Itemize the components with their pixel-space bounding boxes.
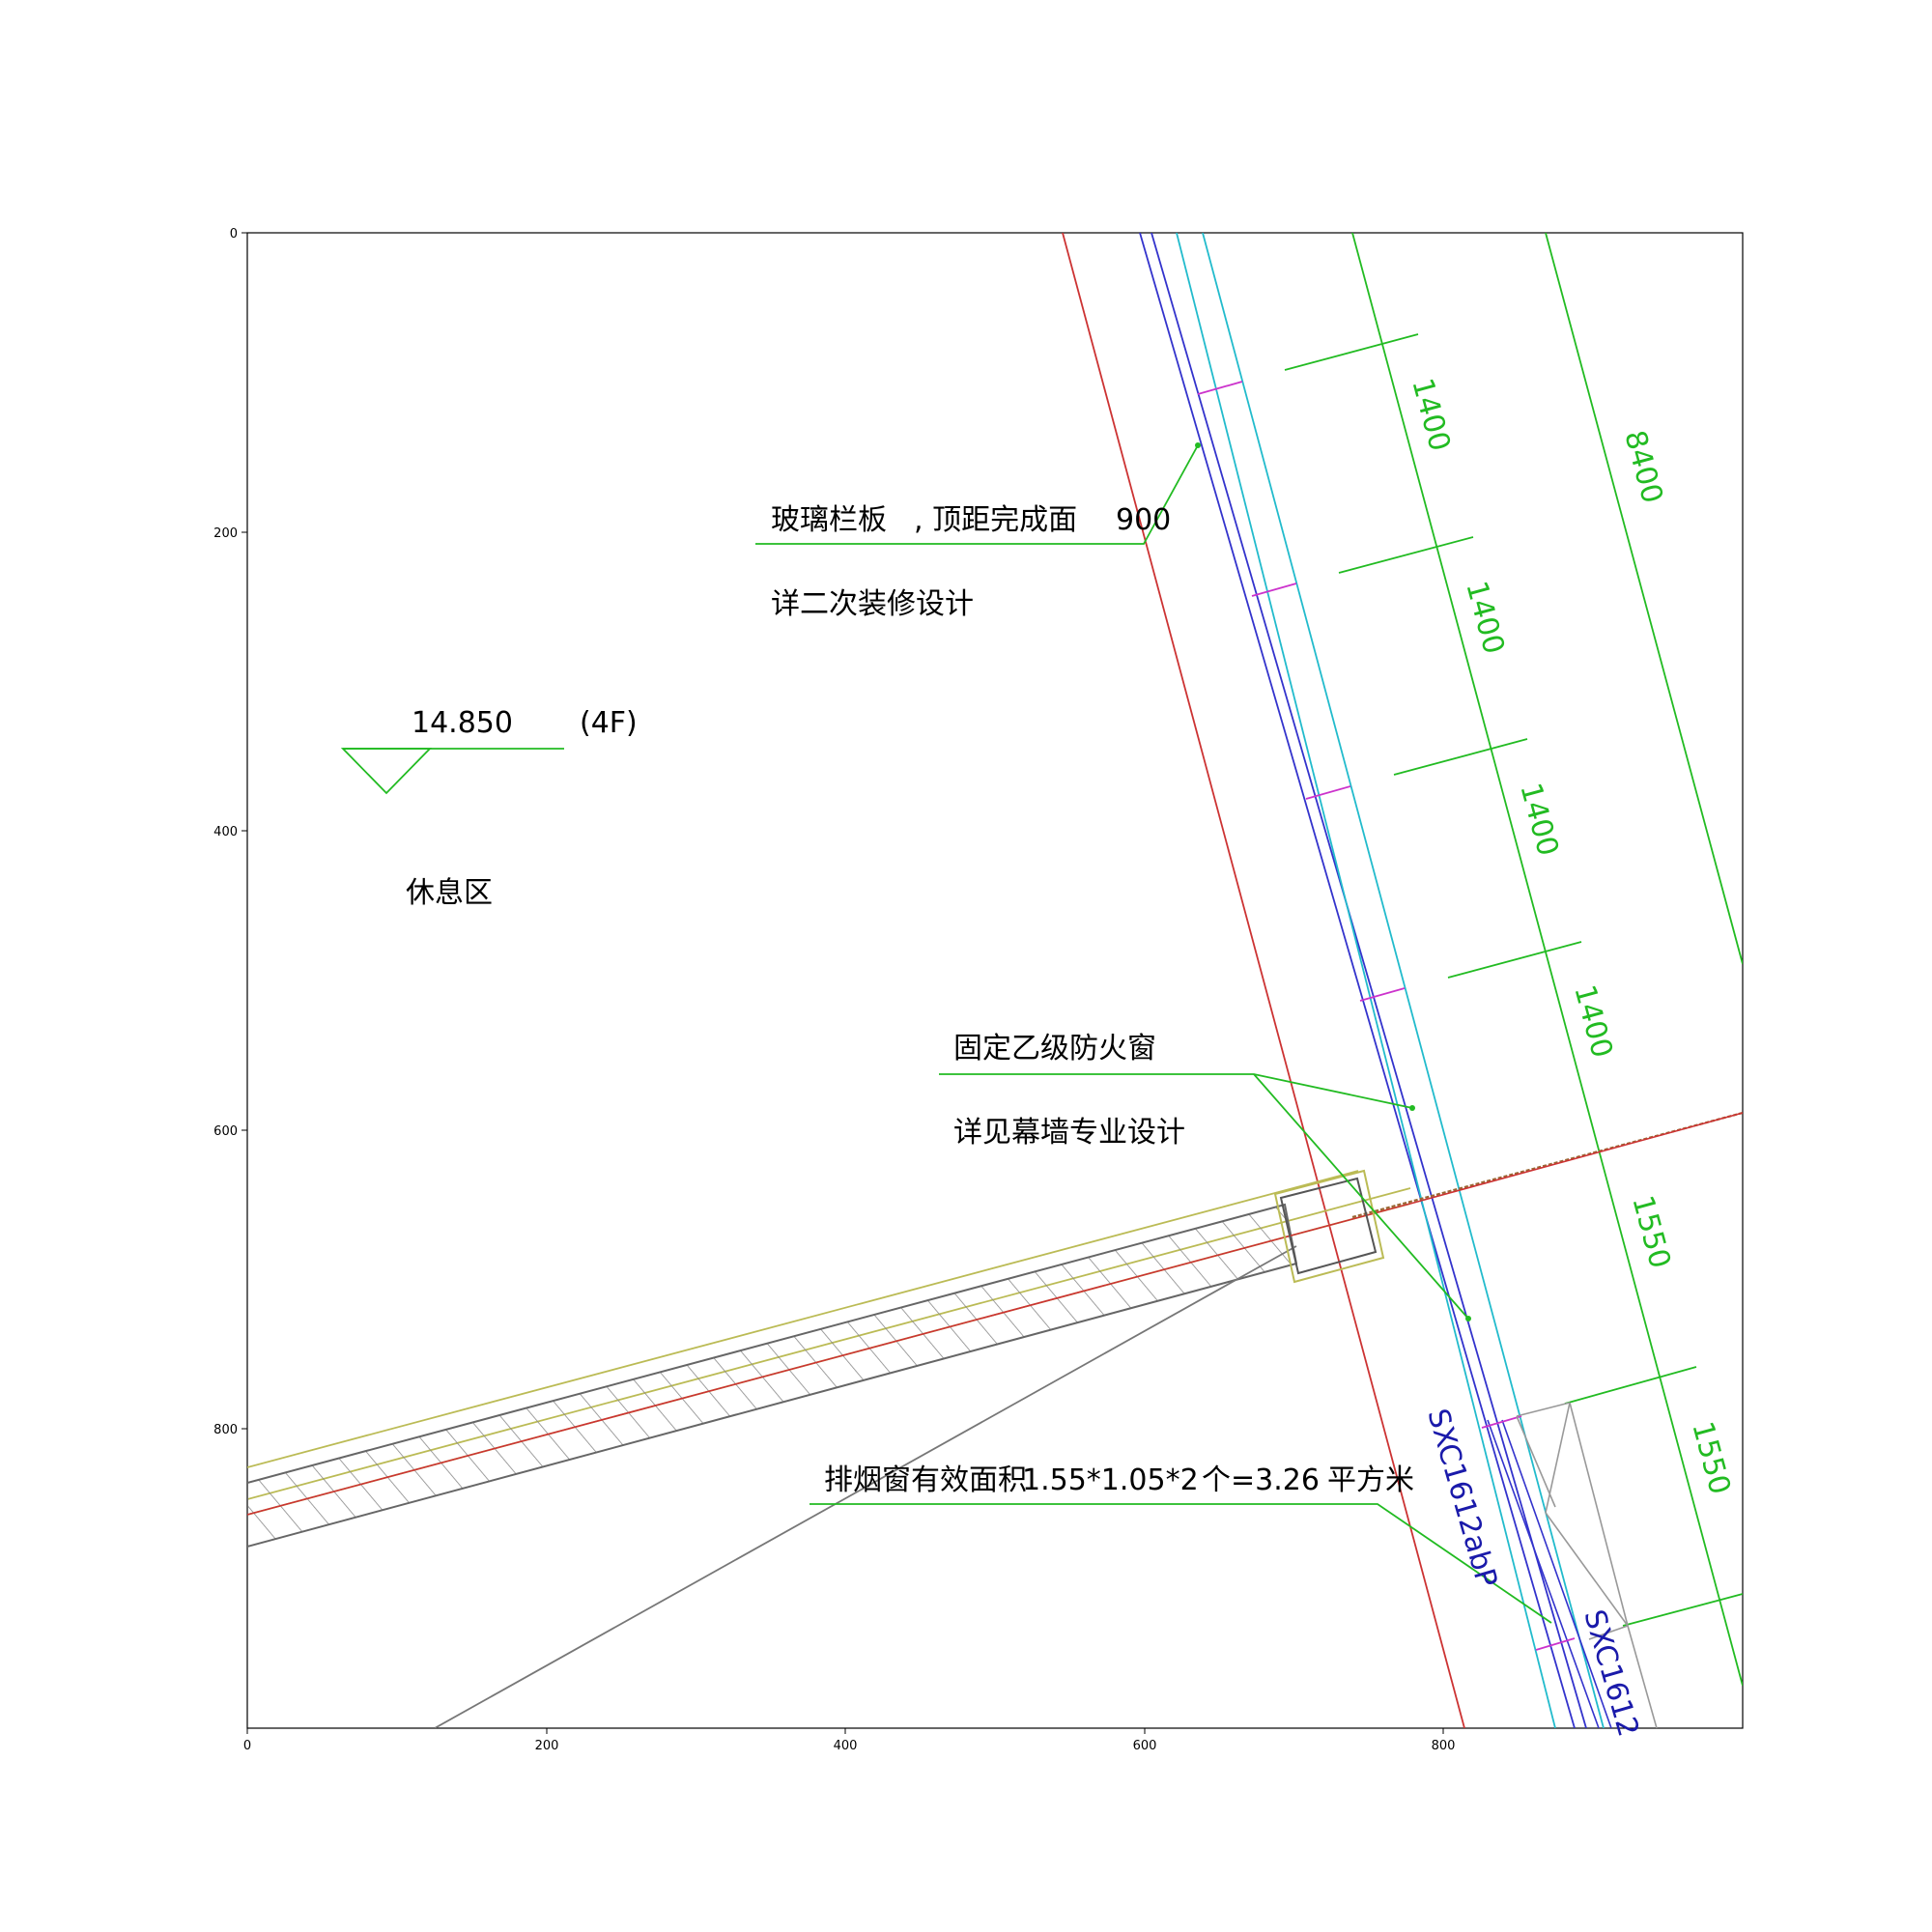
window-frame [1545, 1512, 1629, 1627]
y-tick-label: 0 [230, 227, 238, 242]
mullion-mark [1197, 381, 1243, 395]
column-outer [1273, 1169, 1385, 1284]
glass-rail-height: 900 [1116, 503, 1171, 537]
dimension-tick [1564, 1366, 1697, 1405]
axis-ticks [242, 232, 1444, 1734]
facade-line-blue-1 [1139, 233, 1576, 1728]
rest-area-label: 休息区 [406, 876, 493, 910]
window-frame [1516, 1415, 1556, 1508]
facade-line-blue-3 [1487, 1419, 1600, 1728]
smoke-window-area: 个=3.26 [1202, 1463, 1320, 1497]
mullion-mark [1535, 1637, 1576, 1651]
glass-line-cyan-2 [1202, 233, 1605, 1728]
x-tick-label: 0 [243, 1739, 251, 1753]
y-tick-label: 800 [213, 1423, 238, 1437]
slab-edge-yellow-1 [247, 1170, 1359, 1468]
y-tick-label: 200 [213, 526, 238, 541]
dimension-tick [1622, 1593, 1743, 1627]
column-inner [1279, 1177, 1378, 1275]
leader-dot [1409, 1105, 1415, 1111]
diagonal-line [434, 1245, 1297, 1728]
fire-window-label: 固定乙级防火窗 [953, 1032, 1156, 1065]
axis-line-red [1062, 233, 1465, 1728]
axis-line-red-h [1409, 1112, 1743, 1205]
dimension-tick [1284, 333, 1419, 371]
window-frame [1516, 1402, 1571, 1417]
leader-dot [1195, 442, 1201, 448]
glass-rail-label-2: , 顶距完成面 [914, 503, 1077, 537]
leader-dot [1465, 1316, 1471, 1321]
glass-line-cyan-1 [1176, 233, 1556, 1728]
glass-rail-detail: 详二次装修设计 [771, 587, 974, 621]
facade-line-blue-4 [1501, 1419, 1612, 1728]
mullion-mark [1359, 987, 1406, 1002]
x-tick-label: 800 [1432, 1739, 1456, 1753]
dimension-line-1 [1351, 233, 1743, 1687]
dimension-tick [1393, 738, 1528, 776]
smoke-window-unit: 平方米 [1327, 1463, 1414, 1497]
mullion-mark [1481, 1415, 1522, 1429]
leader-fire-window-2 [1253, 1073, 1469, 1320]
window-frame [1627, 1625, 1658, 1728]
elevation-triangle [340, 748, 433, 795]
smoke-window-label: 排烟窗有效面积 [824, 1463, 1027, 1497]
facade-line-blue-2 [1151, 233, 1587, 1728]
mullion-mark [1251, 582, 1297, 597]
x-tick-label: 200 [535, 1739, 559, 1753]
smoke-window-size: 1.55*1.05*2 [1022, 1463, 1199, 1497]
dimension-tick [1447, 941, 1582, 979]
dimension-line-total [1545, 233, 1743, 965]
x-tick-label: 600 [1133, 1739, 1157, 1753]
leader-glass-rail [755, 444, 1199, 545]
floor-tag: (4F) [580, 706, 638, 740]
wall-edge-red [247, 1203, 1411, 1516]
leader-smoke-window [810, 1503, 1552, 1624]
fire-window-detail: 详见幕墙专业设计 [953, 1116, 1185, 1150]
window-frame [1588, 1625, 1629, 1640]
y-tick-label: 400 [213, 825, 238, 839]
window-frame [1569, 1402, 1629, 1627]
elevation-value: 14.850 [412, 706, 513, 740]
x-tick-label: 400 [834, 1739, 858, 1753]
glass-rail-label: 玻璃栏板 [771, 503, 887, 537]
drawing-area [247, 233, 1743, 1728]
mullion-mark [1305, 785, 1351, 800]
dimension-tick [1338, 536, 1474, 574]
y-tick-label: 600 [213, 1124, 238, 1139]
